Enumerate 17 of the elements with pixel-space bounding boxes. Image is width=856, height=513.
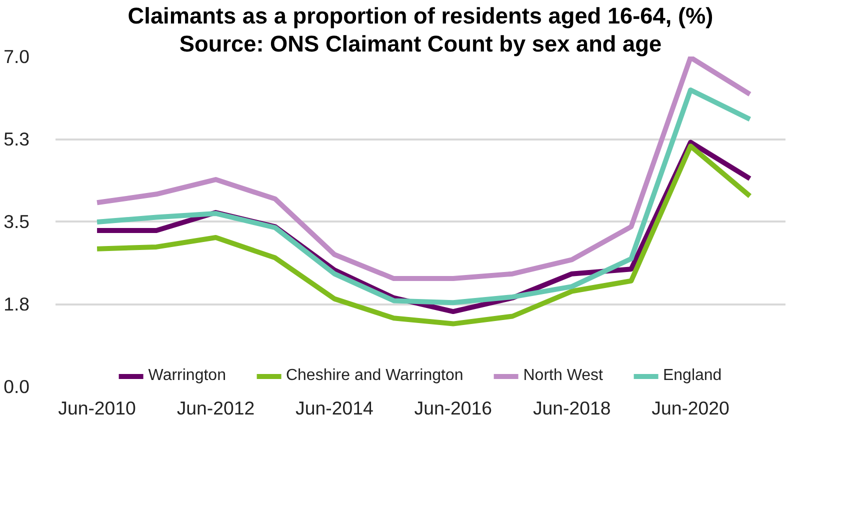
x-tick-label: Jun-2016: [414, 398, 492, 418]
y-tick-label: 3.5: [4, 211, 30, 232]
chart-subtitle: Source: ONS Claimant Count by sex and age: [179, 30, 662, 56]
x-tick-label: Jun-2012: [176, 398, 255, 418]
legend-label: Warrington: [148, 367, 226, 385]
x-tick-label: Jun-2010: [58, 398, 136, 418]
x-tick-label: Jun-2018: [532, 398, 611, 418]
legend-label: England: [662, 367, 722, 385]
x-tick-label: Jun-2020: [652, 398, 730, 418]
y-tick-label: 5.3: [4, 128, 30, 150]
legend-label: Cheshire and Warrington: [286, 367, 464, 385]
chart-title: Claimants as a proportion of residents aged 16-64, (%): [128, 2, 714, 28]
y-tick-label: 1.8: [4, 294, 30, 314]
y-tick-label: 7.0: [4, 46, 30, 67]
x-tick-label: Jun-2014: [296, 398, 374, 418]
legend-label: North West: [523, 367, 603, 385]
y-tick-label: 0.0: [4, 376, 30, 397]
